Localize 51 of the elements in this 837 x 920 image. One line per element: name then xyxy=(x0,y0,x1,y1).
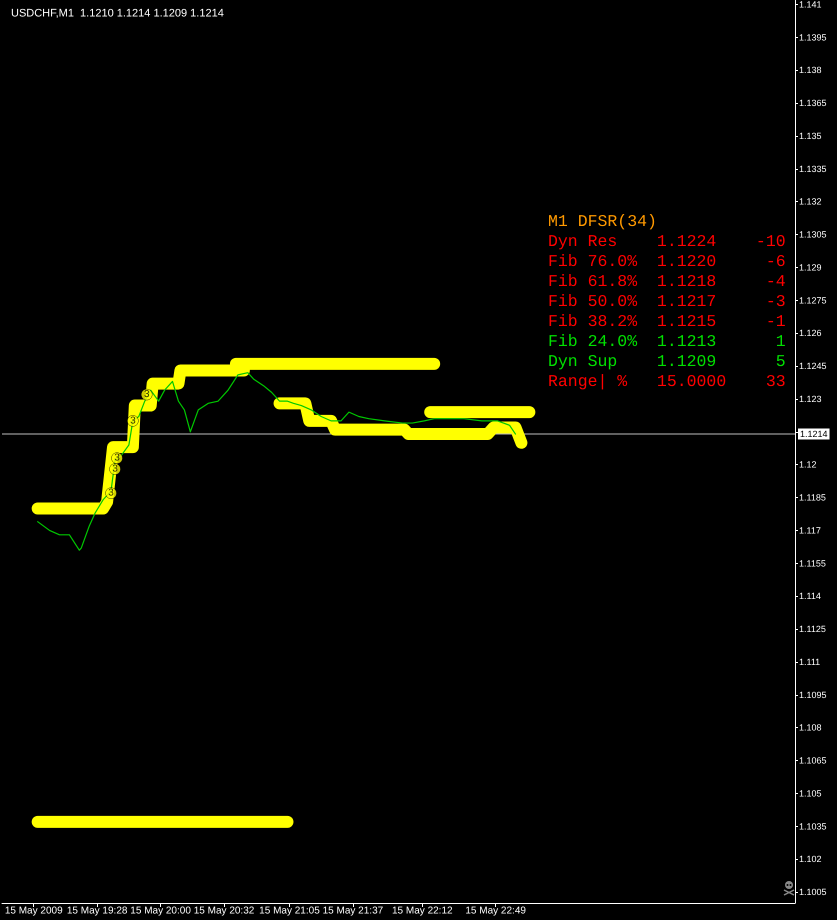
annotation: Fib 50.0% 1.1217 -3 xyxy=(548,292,786,312)
x-tick-label: 15 May 19:28 xyxy=(66,906,128,916)
annotation: 3 xyxy=(130,415,136,426)
annotation: Dyn Res 1.1224 -10 xyxy=(548,232,786,252)
y-tick-label: 1.114 xyxy=(799,591,821,602)
y-tick-label: 1.123 xyxy=(799,394,822,404)
x-tick-label: 15 May 20:32 xyxy=(194,906,255,916)
annotation: 3 xyxy=(108,488,114,499)
y-tick-label: 1.141 xyxy=(799,0,822,10)
y-tick-label: 1.1305 xyxy=(799,230,827,240)
ref-line-label: 1.1214 xyxy=(800,429,828,440)
y-tick-label: 1.108 xyxy=(799,722,822,733)
annotation: Fib 76.0% 1.1220 -6 xyxy=(548,252,786,272)
y-tick-label: 1.1125 xyxy=(799,624,826,634)
y-tick-label: 1.105 xyxy=(799,788,822,798)
text: USDCHF,M1 1.1210 1.1214 1.1209 1.1214 xyxy=(11,8,224,20)
annotation: M1 DFSR(34) xyxy=(548,212,658,232)
y-tick-label: 1.1395 xyxy=(799,32,827,42)
y-tick-label: 1.102 xyxy=(799,854,822,864)
y-tick-label: 1.1185 xyxy=(799,492,826,503)
annotation: Range| % 15.0000 33 xyxy=(548,372,786,392)
y-tick-label: 1.1095 xyxy=(799,690,827,700)
annotation: Fib 24.0% 1.1213 1 xyxy=(548,332,786,352)
x-tick-label: 15 May 2009 xyxy=(4,906,64,916)
y-tick-label: 1.1365 xyxy=(799,98,827,108)
y-tick-label: 1.1005 xyxy=(799,887,827,898)
y-tick-label: 1.1335 xyxy=(799,164,827,174)
y-tick-label: 1.1035 xyxy=(799,821,827,832)
y-tick-label: 1.1155 xyxy=(799,558,826,568)
y-tick-label: 1.138 xyxy=(799,65,822,76)
x-tick-label: 15 May 21:37 xyxy=(322,906,384,916)
y-tick-label: 1.135 xyxy=(799,130,822,141)
y-tick-label: 1.111 xyxy=(799,656,820,667)
y-tick-label: 1.129 xyxy=(799,262,822,272)
x-tick-label: 15 May 21:05 xyxy=(259,906,320,916)
x-tick-label: 15 May 20:00 xyxy=(130,906,192,916)
annotation: 3 xyxy=(112,464,118,475)
annotation: Dyn Sup 1.1209 5 xyxy=(548,352,786,372)
y-tick-label: 1.1065 xyxy=(799,756,827,766)
y-tick-label: 1.12 xyxy=(799,460,817,470)
x-tick-label: 15 May 22:49 xyxy=(465,906,526,916)
annotation: Fib 61.8% 1.1218 -4 xyxy=(548,272,786,292)
annotation: 3 xyxy=(114,452,120,464)
y-tick-label: 1.117 xyxy=(799,525,821,536)
y-tick-label: 1.1245 xyxy=(799,361,827,372)
y-tick-label: 1.126 xyxy=(799,328,822,338)
y-tick-label: 1.1275 xyxy=(799,295,827,306)
x-tick-label: 15 May 22:12 xyxy=(392,906,454,916)
annotation: 3 xyxy=(144,389,150,400)
y-tick-label: 1.132 xyxy=(799,196,822,207)
annotation: Fib 38.2% 1.1215 -1 xyxy=(548,312,786,332)
